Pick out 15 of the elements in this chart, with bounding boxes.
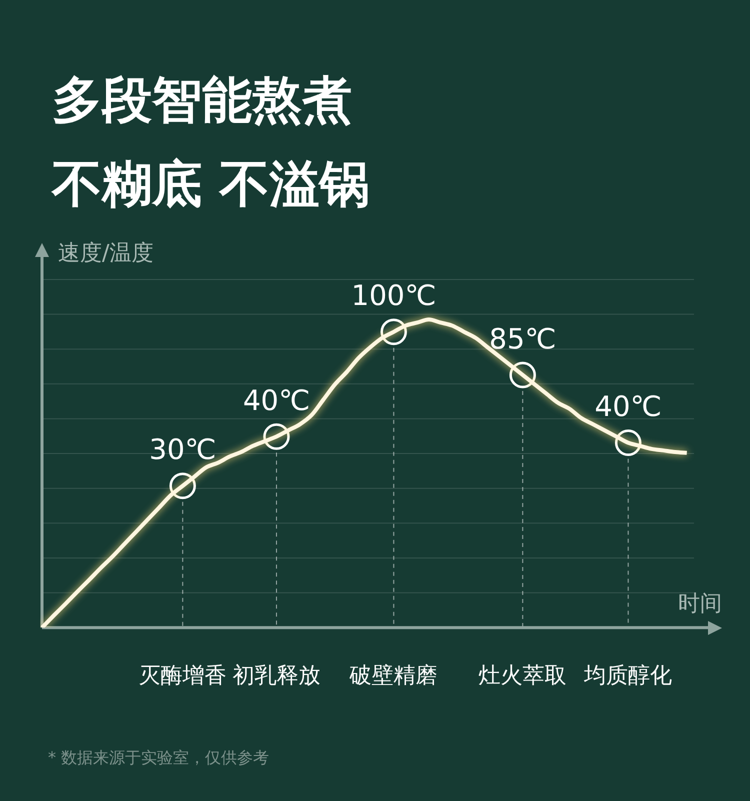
x-axis-title: 时间 bbox=[678, 591, 722, 616]
annotation: 100℃ bbox=[351, 279, 436, 312]
text: * 数据来源于实验室，仅供参考 bbox=[48, 748, 270, 769]
annotation: 30℃ bbox=[149, 433, 216, 466]
chart-title: 多段智能熬煮 bbox=[52, 70, 353, 131]
x-tick-label: 灭酶增香 bbox=[138, 664, 227, 689]
x-tick-label: 初乳释放 bbox=[232, 664, 320, 689]
y-axis-title: 速度/温度 bbox=[58, 241, 154, 266]
annotation: 40℃ bbox=[594, 390, 662, 424]
chart-subtitle: 不糊底 不溢锅 bbox=[52, 154, 370, 215]
x-tick-label: 破壁精磨 bbox=[348, 664, 438, 689]
annotation: 40℃ bbox=[242, 384, 310, 417]
annotation: 85℃ bbox=[489, 322, 556, 356]
x-tick-label: 均质醇化 bbox=[583, 664, 672, 689]
x-tick-label: 灶火萃取 bbox=[478, 664, 567, 689]
